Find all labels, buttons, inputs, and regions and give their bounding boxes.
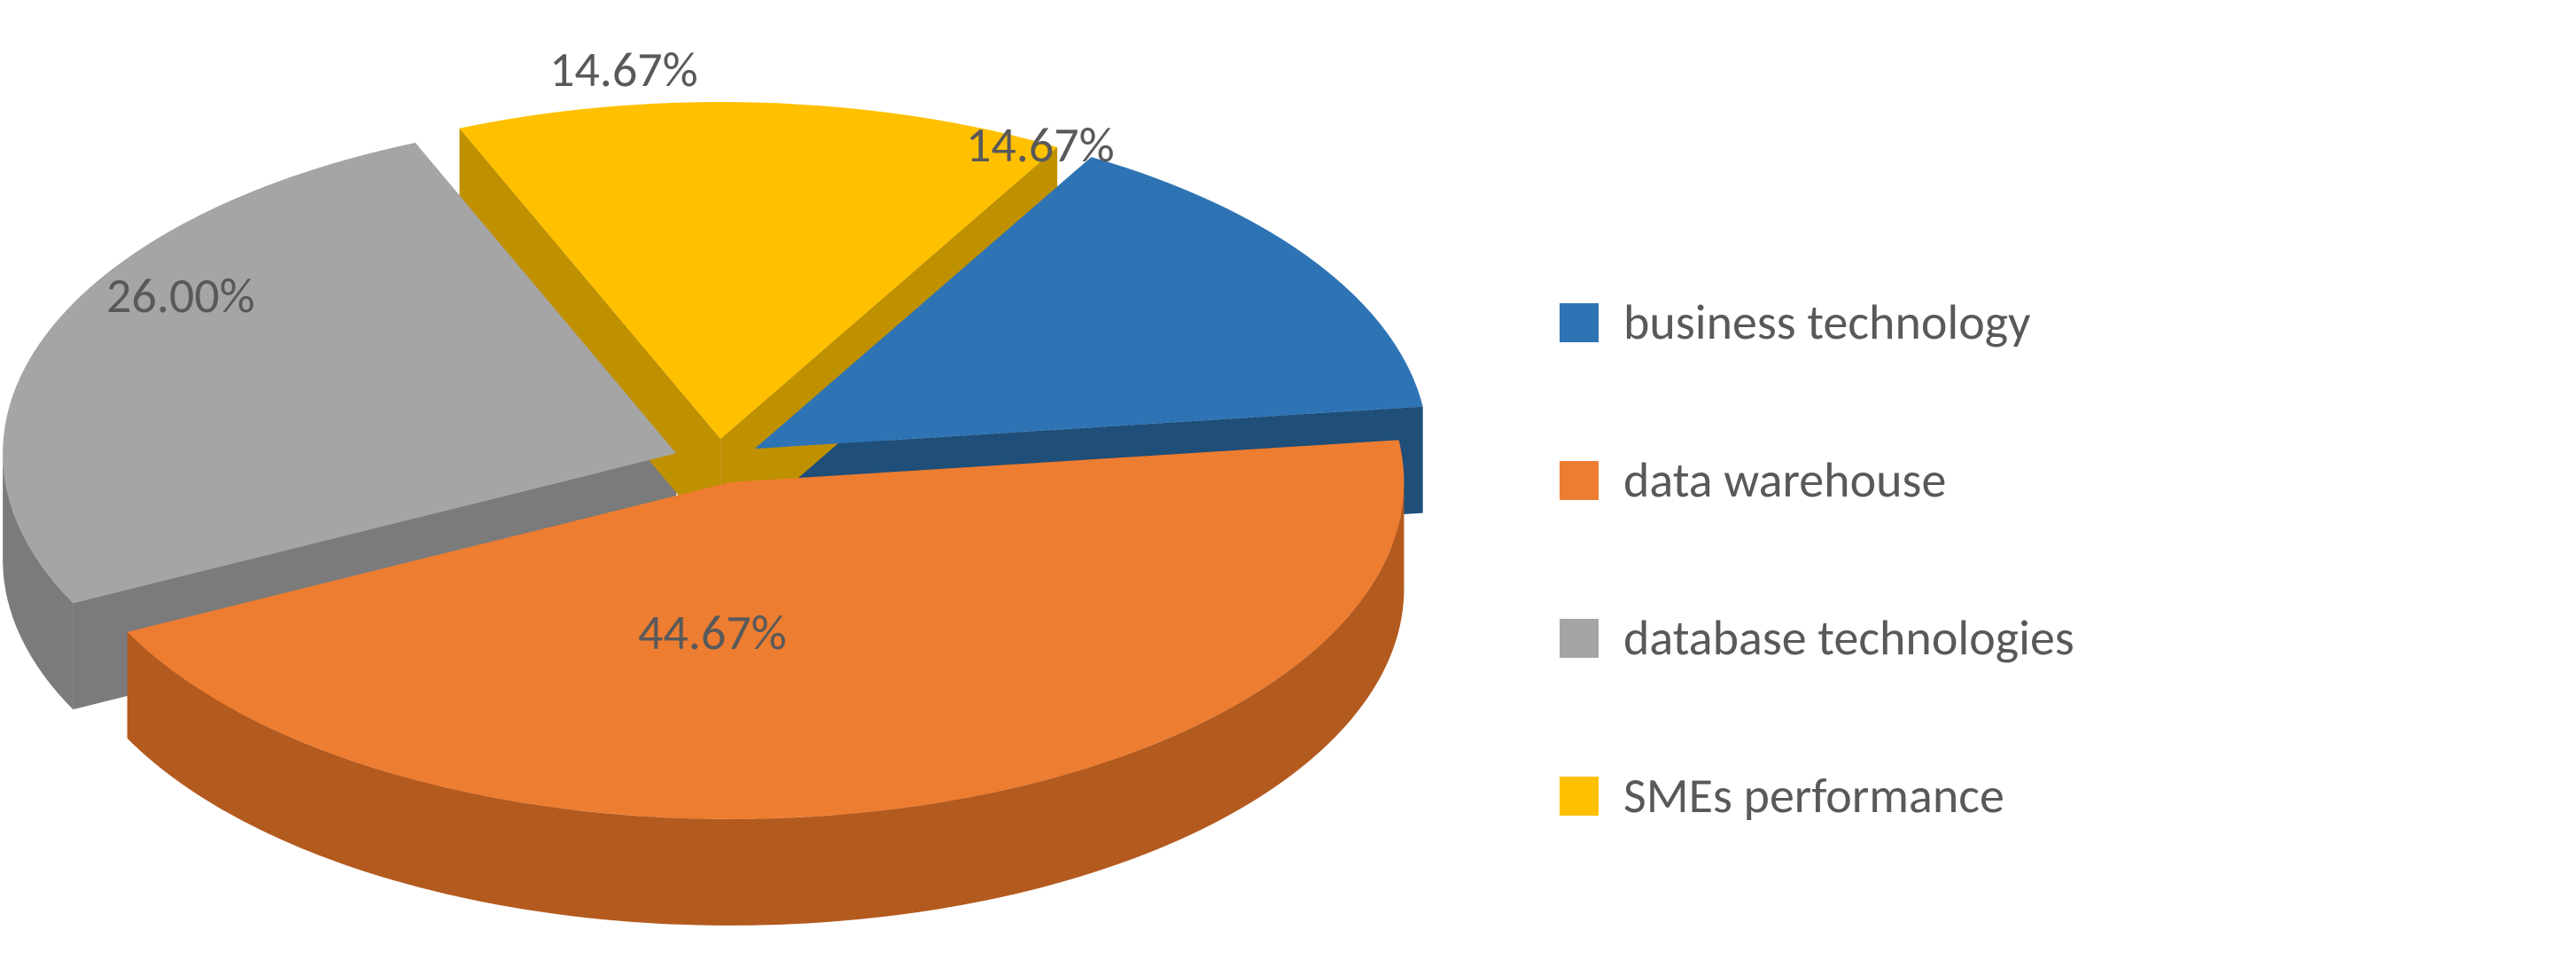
legend-item: data warehouse xyxy=(1560,450,2074,511)
legend-item: business technology xyxy=(1560,293,2074,353)
legend-label: database technologies xyxy=(1623,608,2074,668)
legend-label: business technology xyxy=(1623,293,2031,353)
legend: business technology data warehouse databas… xyxy=(1560,293,2074,826)
legend-label: SMEs performance xyxy=(1623,766,2004,826)
legend-swatch xyxy=(1560,461,1599,500)
legend-swatch xyxy=(1560,777,1599,816)
pie-slice-label: 44.67% xyxy=(638,603,787,663)
pie-chart-figure: 14.67% 44.67% 26.00% 14.67% business techno… xyxy=(0,0,2576,977)
legend-item: SMEs performance xyxy=(1560,766,2074,826)
pie-slice-label: 14.67% xyxy=(549,40,698,100)
pie-slice-label: 14.67% xyxy=(966,115,1115,176)
legend-swatch xyxy=(1560,303,1599,342)
legend-item: database technologies xyxy=(1560,608,2074,668)
legend-swatch xyxy=(1560,619,1599,658)
legend-label: data warehouse xyxy=(1623,450,1946,511)
pie-chart xyxy=(0,62,1453,971)
pie-slice-label: 26.00% xyxy=(106,266,255,326)
